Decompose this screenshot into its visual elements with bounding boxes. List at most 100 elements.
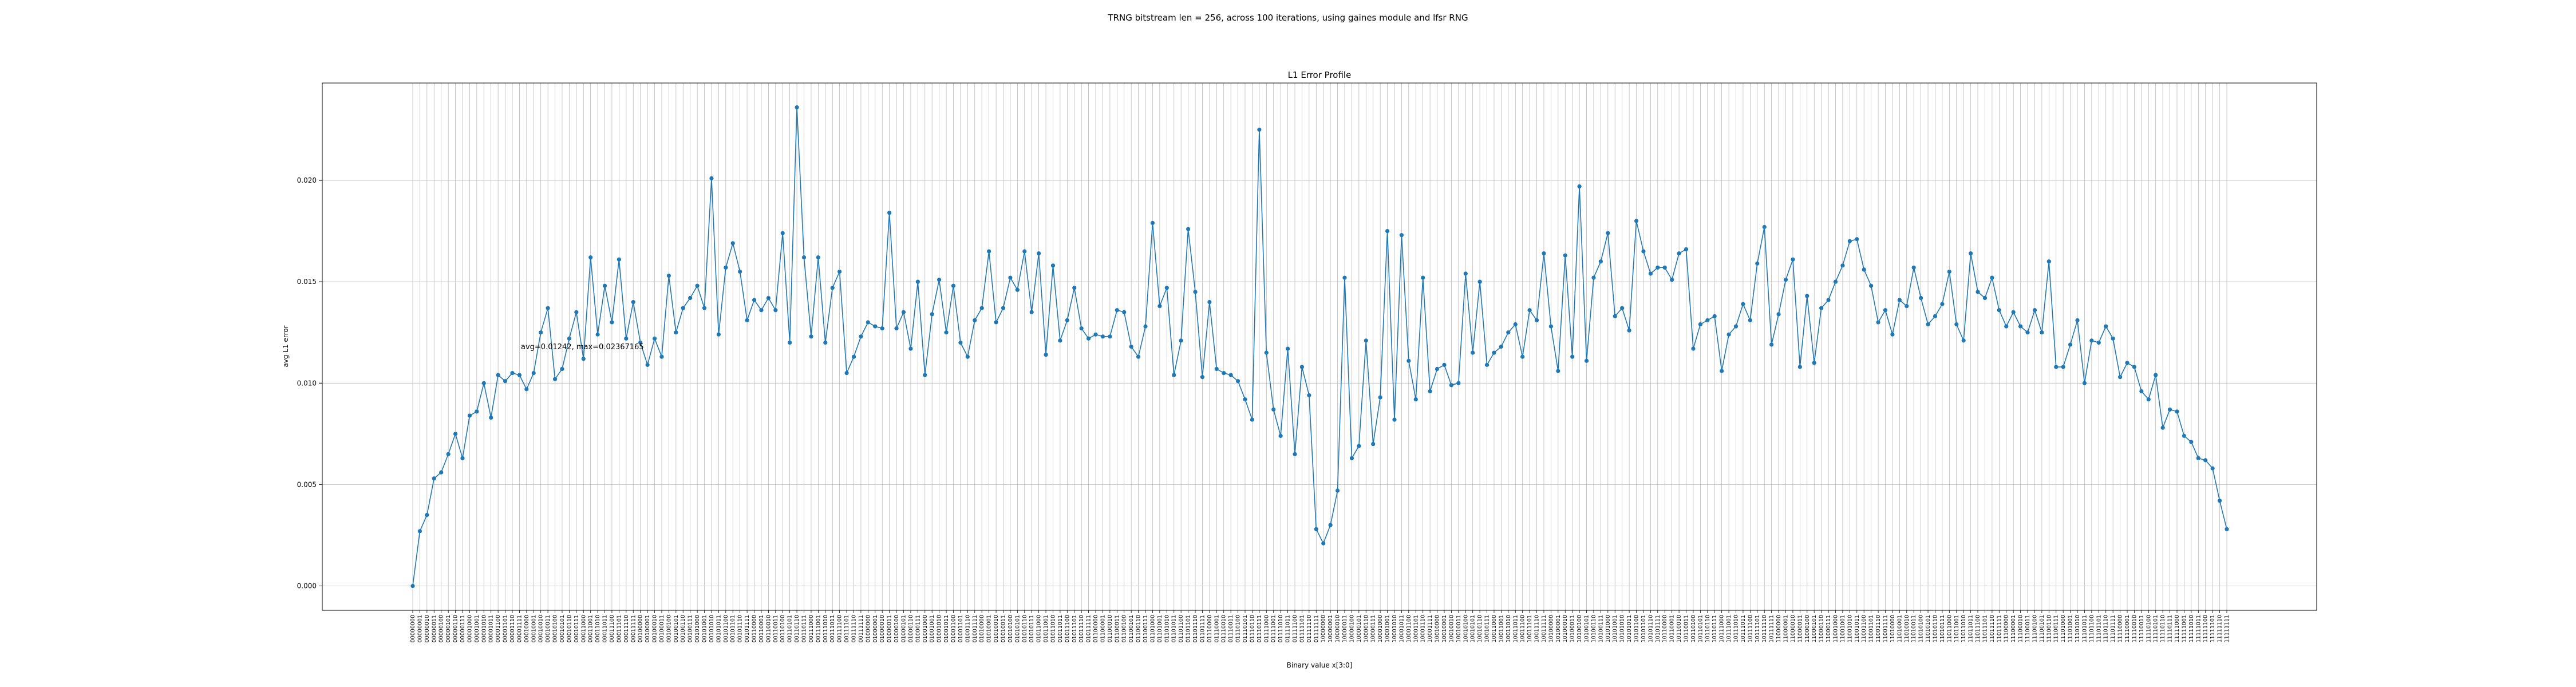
data-point — [1548, 324, 1553, 329]
x-tick-label: 10110100 — [1690, 615, 1697, 642]
x-tick-label: 01100010 — [1107, 615, 1113, 642]
x-tick-label: 11110111 — [2167, 615, 2174, 642]
x-tick-label: 10010010 — [1448, 615, 1455, 642]
data-point — [1278, 433, 1283, 438]
data-point — [780, 231, 785, 235]
data-point — [1385, 228, 1390, 234]
y-tick-label: 0.020 — [297, 176, 317, 184]
x-tick-label: 00000011 — [431, 615, 437, 642]
data-point — [1442, 362, 1447, 367]
data-point — [460, 456, 465, 460]
data-point — [873, 324, 878, 329]
x-tick-label: 11100010 — [2018, 615, 2024, 642]
data-point — [1072, 286, 1077, 290]
data-point — [2004, 324, 2009, 329]
x-tick-label: 11011100 — [1975, 615, 1981, 642]
x-tick-label: 00110110 — [794, 615, 800, 642]
data-point — [1235, 379, 1240, 384]
y-tick-label: 0.000 — [297, 582, 317, 590]
x-tick-label: 01010101 — [1014, 615, 1021, 642]
data-point — [524, 387, 529, 392]
x-tick-label: 11111101 — [2210, 615, 2216, 642]
x-tick-label: 11110101 — [2153, 615, 2159, 642]
data-point — [2146, 397, 2151, 402]
data-point — [1037, 251, 1041, 256]
data-point — [773, 308, 778, 313]
x-tick-label: 00010110 — [566, 615, 572, 642]
x-tick-label: 11111100 — [2203, 615, 2209, 642]
data-point — [2040, 330, 2044, 335]
x-tick-label: 01101001 — [1157, 615, 1163, 642]
x-tick-label: 00100001 — [645, 615, 651, 642]
x-tick-label: 11000000 — [1776, 615, 1782, 642]
x-tick-label: 10100101 — [1584, 615, 1590, 642]
data-point — [1769, 342, 1774, 347]
data-point — [795, 105, 799, 110]
data-point — [1741, 302, 1745, 306]
x-tick-label: 00110001 — [758, 615, 765, 642]
x-tick-label: 00101111 — [744, 615, 750, 642]
data-point — [1776, 312, 1781, 317]
y-axis-label: avg L1 error — [282, 325, 290, 367]
data-point — [1271, 407, 1276, 412]
data-point — [475, 409, 479, 414]
x-tick-label: 11000110 — [1819, 615, 1825, 642]
x-tick-label: 01010100 — [1008, 615, 1014, 642]
data-point — [709, 176, 714, 181]
data-point — [2125, 361, 2129, 365]
data-point — [1413, 397, 1418, 402]
x-tick-label: 11111000 — [2174, 615, 2180, 642]
data-point — [1876, 320, 1880, 325]
data-point — [2189, 440, 2194, 444]
data-point — [410, 583, 415, 589]
x-tick-label: 01100110 — [1136, 615, 1142, 642]
x-tick-label: 00101001 — [702, 615, 708, 642]
data-point — [1720, 369, 1724, 373]
data-point — [1783, 278, 1788, 282]
x-tick-label: 11001001 — [1840, 615, 1846, 642]
x-tick-label: 11010011 — [1911, 615, 1917, 642]
x-tick-label: 10111101 — [1755, 615, 1761, 642]
data-point — [1584, 358, 1589, 363]
data-point — [1755, 261, 1760, 266]
data-point — [588, 255, 593, 260]
x-tick-label: 11000111 — [1826, 615, 1832, 642]
data-point — [1969, 251, 1973, 256]
x-tick-label: 01001101 — [958, 615, 964, 642]
data-point — [908, 346, 913, 351]
data-point — [1670, 278, 1674, 282]
data-point — [1207, 299, 1212, 305]
data-point — [539, 330, 543, 335]
x-tick-label: 01001011 — [943, 615, 950, 642]
x-tick-label: 00010010 — [538, 615, 544, 642]
data-point — [1371, 441, 1376, 447]
data-point — [809, 334, 813, 339]
x-tick-label: 11010110 — [1932, 615, 1938, 642]
data-point — [1428, 389, 1432, 394]
x-tick-label: 01000110 — [908, 615, 914, 642]
x-tick-label: 01110001 — [1214, 615, 1220, 642]
data-point — [1598, 259, 1603, 264]
x-tick-label: 10110110 — [1705, 615, 1711, 642]
data-point — [453, 432, 458, 436]
data-point — [1947, 269, 1951, 274]
x-tick-label: 01101011 — [1171, 615, 1178, 642]
data-point — [1897, 298, 1902, 302]
x-tick-label: 00111101 — [844, 615, 850, 642]
y-tick-label: 0.005 — [297, 480, 317, 488]
data-point — [766, 295, 771, 301]
data-point — [745, 318, 749, 323]
data-point — [1627, 328, 1631, 333]
x-tick-label: 10001010 — [1392, 615, 1398, 642]
data-point — [1926, 322, 1930, 327]
x-tick-label: 10101001 — [1612, 615, 1618, 642]
x-tick-label: 00110000 — [752, 615, 758, 642]
x-tick-label: 00001011 — [488, 615, 495, 642]
data-point — [1620, 306, 1625, 310]
data-point — [1357, 444, 1361, 448]
x-tick-label: 01011000 — [1036, 615, 1042, 642]
x-tick-label: 00001100 — [495, 615, 501, 642]
data-point — [624, 336, 629, 341]
x-tick-label: 11010111 — [1939, 615, 1946, 642]
x-tick-label: 11110110 — [2160, 615, 2166, 642]
